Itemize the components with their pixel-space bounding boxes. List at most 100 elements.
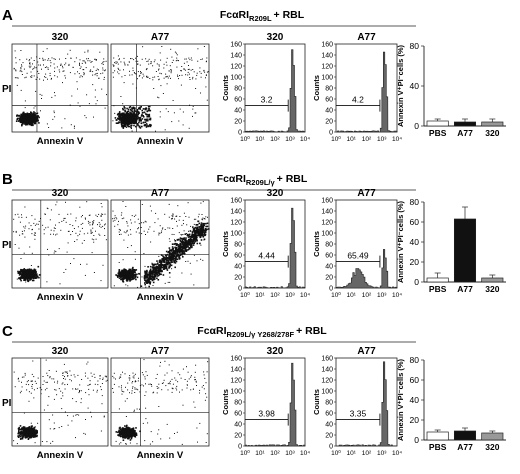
y-tick-label: 0 — [329, 130, 333, 137]
event-dot — [145, 286, 147, 288]
event-dot — [64, 64, 66, 66]
event-dot — [80, 402, 82, 404]
event-dot — [17, 272, 20, 274]
event-dot — [180, 234, 182, 236]
event-dot — [54, 428, 56, 429]
gate-value: 65.49 — [347, 251, 369, 261]
event-dot — [166, 372, 168, 374]
event-dot — [114, 70, 116, 72]
event-dot — [169, 240, 171, 242]
event-dot — [133, 430, 136, 432]
event-dot — [181, 249, 183, 251]
title-sub: R209L — [249, 14, 272, 23]
event-dot — [27, 437, 30, 440]
event-dot — [30, 273, 32, 276]
event-dot — [65, 62, 67, 64]
event-dot — [21, 381, 22, 383]
event-dot — [20, 269, 23, 272]
event-dot — [25, 432, 28, 434]
event-dot — [141, 204, 143, 205]
event-dot — [19, 276, 21, 279]
event-dot — [137, 286, 139, 288]
event-dot — [118, 73, 120, 75]
event-dot — [85, 419, 86, 420]
event-dot — [104, 213, 106, 215]
event-dot — [98, 222, 100, 224]
event-dot — [185, 233, 187, 234]
event-dot — [33, 389, 35, 391]
event-dot — [118, 121, 121, 124]
event-dot — [21, 435, 23, 437]
event-dot — [36, 223, 38, 225]
event-dot — [78, 392, 80, 394]
event-dot — [175, 258, 177, 261]
event-dot — [167, 251, 169, 254]
y-tick-label: 0 — [238, 130, 242, 137]
event-dot — [141, 113, 143, 116]
event-dot — [160, 232, 162, 234]
event-dot — [88, 222, 90, 224]
event-dot — [53, 422, 55, 424]
event-dot — [183, 62, 185, 64]
event-dot — [189, 238, 192, 240]
event-dot — [34, 105, 36, 107]
event-dot — [99, 375, 101, 377]
event-dot — [34, 119, 37, 122]
event-dot — [90, 229, 92, 231]
event-dot — [133, 59, 135, 61]
event-dot — [92, 221, 94, 223]
event-dot — [127, 436, 130, 438]
event-dot — [205, 225, 207, 228]
event-dot — [166, 83, 168, 85]
event-dot — [196, 230, 198, 232]
event-dot — [168, 255, 170, 257]
event-dot — [97, 384, 99, 386]
event-dot — [189, 262, 191, 264]
event-dot — [162, 93, 164, 94]
event-dot — [64, 388, 66, 390]
event-dot — [180, 243, 182, 246]
event-dot — [102, 264, 104, 266]
event-dot — [202, 217, 204, 219]
dot-plot-label: A77 — [151, 346, 170, 357]
event-dot — [73, 127, 75, 129]
event-dot — [32, 63, 33, 65]
event-dot — [119, 275, 121, 277]
event-dot — [129, 115, 131, 117]
event-dot — [30, 120, 33, 123]
event-dot — [195, 234, 198, 236]
event-dot — [115, 378, 116, 380]
event-dot — [118, 435, 120, 437]
event-dot — [125, 232, 127, 234]
event-dot — [141, 222, 143, 224]
event-dot — [128, 106, 131, 109]
event-dot — [94, 58, 96, 60]
event-dot — [64, 411, 66, 413]
event-dot — [101, 213, 103, 215]
event-dot — [23, 278, 26, 280]
event-dot — [77, 102, 79, 104]
event-dot — [21, 436, 24, 438]
event-dot — [135, 125, 137, 128]
event-dot — [172, 228, 174, 229]
event-dot — [131, 428, 133, 430]
event-dot — [161, 383, 163, 384]
event-dot — [47, 248, 48, 250]
event-dot — [129, 377, 131, 379]
event-dot — [135, 57, 137, 59]
event-dot — [102, 213, 104, 215]
event-dot — [184, 58, 186, 60]
event-dot — [190, 375, 192, 377]
event-dot — [20, 118, 22, 121]
event-dot — [24, 272, 26, 274]
event-dot — [179, 242, 181, 245]
panel-letter: C — [2, 323, 13, 340]
event-dot — [25, 124, 27, 126]
event-dot — [32, 277, 34, 280]
event-dot — [142, 108, 145, 110]
event-dot — [151, 385, 153, 387]
event-dot — [85, 392, 87, 394]
event-dot — [150, 61, 152, 62]
event-dot — [33, 432, 35, 435]
event-dot — [140, 71, 141, 73]
